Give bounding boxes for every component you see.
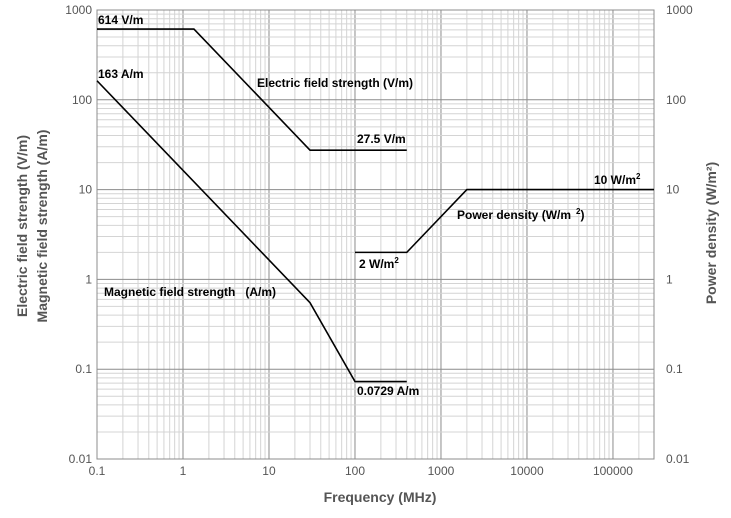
y-axis-label-line2: Magnetic field strength (A/m) bbox=[34, 130, 50, 323]
series-layer bbox=[96, 28, 654, 383]
y-tick-label: 1000 bbox=[65, 3, 92, 17]
chart-grid bbox=[96, 10, 655, 460]
x-tick-label: 100 bbox=[345, 464, 365, 478]
plot-frame bbox=[96, 9, 655, 460]
annotation-2-wm2-text: 2 W/m bbox=[359, 257, 394, 271]
x-tick-label: 10 bbox=[262, 464, 276, 478]
annotation-2-wm2: 2 W/m2 bbox=[359, 256, 399, 271]
y2-tick-label: 1000 bbox=[666, 3, 693, 17]
y-tick-label: 0.1 bbox=[75, 362, 92, 376]
x-tick-label: 10000 bbox=[510, 464, 544, 478]
x-tick-label: 0.1 bbox=[89, 464, 106, 478]
annotation-0729-am: 0.0729 A/m bbox=[357, 384, 419, 398]
annotation-power-series-end: ) bbox=[580, 208, 584, 222]
y2-tick-label: 10 bbox=[666, 183, 680, 197]
annotation-10-wm2-text: 10 W/m bbox=[594, 173, 636, 187]
x-tick-label: 100000 bbox=[593, 464, 633, 478]
y-tick-label: 100 bbox=[72, 93, 92, 107]
annotation-power-series-sup: 2 bbox=[576, 207, 581, 216]
annotation-electric-series: Electric field strength (V/m) bbox=[257, 76, 413, 90]
annotation-2-wm2-sup: 2 bbox=[394, 256, 399, 265]
series-line-2 bbox=[96, 80, 407, 383]
annotation-power-series-text: Power density (W/m bbox=[457, 208, 571, 222]
x-tick-label: 1000 bbox=[428, 464, 455, 478]
x-tick-label: 1 bbox=[180, 464, 187, 478]
y-tick-label: 10 bbox=[79, 183, 93, 197]
annotation-27-5-vm: 27.5 V/m bbox=[357, 132, 406, 146]
x-axis-label: Frequency (MHz) bbox=[324, 489, 437, 505]
y2-axis-label: Power density (W/m²) bbox=[703, 162, 719, 304]
y2-tick-label: 0.1 bbox=[666, 362, 683, 376]
annotation-power-series: Power density (W/m 2) bbox=[457, 207, 584, 222]
y2-tick-label: 0.01 bbox=[666, 452, 690, 466]
annotation-163-am: 163 A/m bbox=[98, 67, 144, 81]
series-line-3 bbox=[354, 188, 654, 254]
y-axis-label-line1: Electric field strength (V/m) bbox=[14, 135, 30, 317]
annotation-magnetic-series: Magnetic field strength (A/m) bbox=[104, 285, 276, 299]
series-line-1 bbox=[97, 28, 407, 151]
annotation-10-wm2: 10 W/m2 bbox=[594, 172, 641, 187]
y2-tick-label: 1 bbox=[666, 272, 673, 286]
y-tick-label: 0.01 bbox=[69, 452, 93, 466]
y-tick-label: 1 bbox=[85, 272, 92, 286]
y2-tick-label: 100 bbox=[666, 93, 686, 107]
annotation-614-vm: 614 V/m bbox=[98, 13, 143, 27]
annotation-10-wm2-sup: 2 bbox=[636, 172, 641, 181]
